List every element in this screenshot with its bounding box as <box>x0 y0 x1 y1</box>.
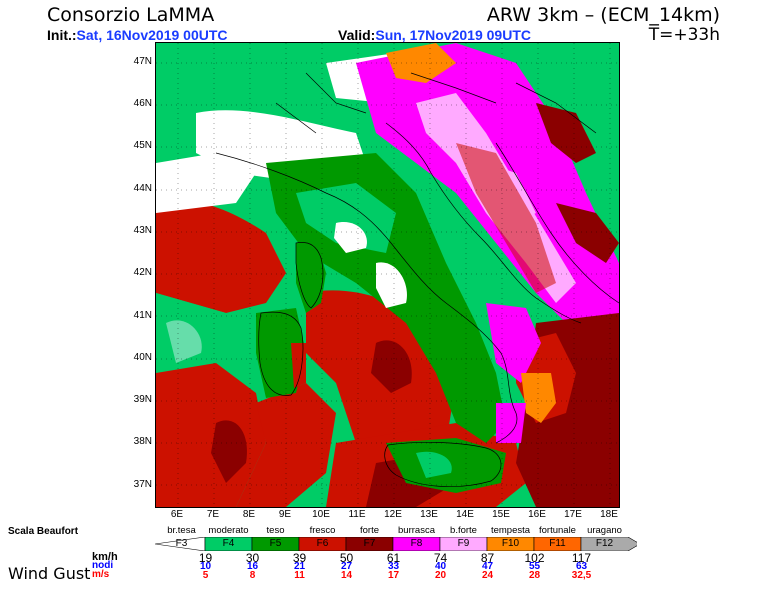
lat-label: 37N <box>133 479 152 490</box>
lat-label: 46N <box>133 98 152 109</box>
ms-value: 11 <box>294 570 305 581</box>
ms-value: 17 <box>387 570 400 581</box>
lon-label: 8E <box>242 509 256 520</box>
init-label: Init.: <box>47 27 77 43</box>
lon-label: 16E <box>528 509 546 520</box>
beaufort-forces-row: F3 F4 F5 F6 F7 F8 F9 F10 F11 F12 <box>158 537 632 551</box>
knots-value: 27 <box>340 561 353 572</box>
beaufort-colorbar <box>155 537 637 551</box>
knots-value: 16 <box>246 561 259 572</box>
lat-label: 47N <box>133 56 152 67</box>
knots-value: 10 <box>199 561 212 572</box>
lon-label: 12E <box>384 509 402 520</box>
organization-title: Consorzio LaMMA <box>47 4 215 26</box>
beaufort-name: forte <box>359 525 379 536</box>
beaufort-force: F6 <box>316 538 329 549</box>
kmh-value: 50 <box>339 551 354 565</box>
knots-value: 55 <box>528 561 541 572</box>
lon-label: 14E <box>456 509 474 520</box>
unit-nodi: nodi <box>92 560 114 571</box>
beaufort-force: F12 <box>595 538 614 549</box>
lon-label: 11E <box>348 509 366 520</box>
ms-value: 28 <box>528 570 541 581</box>
kmh-value: 30 <box>245 551 260 565</box>
ms-value: 20 <box>434 570 447 581</box>
beaufort-force: F9 <box>457 538 470 549</box>
lon-label: 17E <box>564 509 582 520</box>
knots-value: 21 <box>293 561 306 572</box>
valid-label: Valid: <box>338 27 376 43</box>
unit-ms: m/s <box>92 569 110 580</box>
lon-label: 7E <box>206 509 220 520</box>
knots-value: 47 <box>481 561 494 572</box>
beaufort-name: burrasca <box>398 525 435 536</box>
beaufort-name: b.forte <box>450 525 477 536</box>
knots-value: 40 <box>434 561 447 572</box>
ms-value: 8 <box>249 570 256 581</box>
unit-kmh: km/h <box>92 551 118 563</box>
beaufort-name: teso <box>266 525 285 536</box>
kmh-value: 19 <box>198 551 213 565</box>
beaufort-names-row: br.tesa moderato teso fresco forte burra… <box>158 525 632 537</box>
beaufort-scale-title: Scala Beaufort <box>8 526 79 537</box>
beaufort-name: uragano <box>587 525 622 536</box>
lat-label: 42N <box>133 267 152 278</box>
lat-label: 45N <box>133 140 152 151</box>
ms-value: 14 <box>340 570 353 581</box>
kmh-value: 87 <box>480 551 495 565</box>
ms-value: 5 <box>202 570 209 581</box>
beaufort-name: fortunale <box>539 525 576 536</box>
beaufort-force: F10 <box>501 538 520 549</box>
lon-label: 6E <box>170 509 184 520</box>
lon-label: 13E <box>420 509 438 520</box>
valid-time: Valid:Sun, 17Nov2019 09UTC <box>338 27 531 43</box>
beaufort-force: F11 <box>549 538 566 549</box>
lat-label: 39N <box>133 394 152 405</box>
lon-label: 18E <box>600 509 618 520</box>
knots-value: 63 <box>575 561 588 572</box>
beaufort-force: F8 <box>410 538 423 549</box>
beaufort-name: moderato <box>208 525 249 536</box>
variable-name: Wind Gust <box>8 564 91 583</box>
kmh-value: 117 <box>571 551 592 565</box>
beaufort-name: br.tesa <box>167 525 196 536</box>
threshold-values: 19 30 39 50 61 74 87 102 117 10 16 21 27… <box>182 551 652 595</box>
lon-label: 15E <box>492 509 510 520</box>
beaufort-force: F5 <box>269 538 282 549</box>
kmh-value: 102 <box>524 551 545 565</box>
knots-value: 33 <box>387 561 400 572</box>
lat-label: 44N <box>133 183 152 194</box>
init-value: Sat, 16Nov2019 00UTC <box>76 27 228 43</box>
beaufort-name: tempesta <box>490 525 531 536</box>
kmh-value: 39 <box>292 551 307 565</box>
lat-label: 43N <box>133 225 152 236</box>
wind-gust-map <box>155 42 620 508</box>
model-title: ARW 3km – (ECM_14km) <box>486 4 720 26</box>
map-canvas <box>156 43 619 507</box>
kmh-value: 61 <box>386 551 401 565</box>
forecast-lead-time: T=+33h <box>648 25 720 45</box>
ms-value: 24 <box>481 570 494 581</box>
lon-label: 10E <box>312 509 330 520</box>
beaufort-name: fresco <box>309 525 336 536</box>
lat-label: 41N <box>133 310 152 321</box>
lat-label: 40N <box>133 352 152 363</box>
init-time: Init.:Sat, 16Nov2019 00UTC <box>47 27 228 43</box>
beaufort-force: F3 <box>175 538 188 549</box>
ms-value: 32,5 <box>571 570 592 581</box>
kmh-value: 74 <box>433 551 448 565</box>
lat-label: 38N <box>133 436 152 447</box>
beaufort-color-swatch <box>580 537 637 551</box>
beaufort-force: F7 <box>363 538 376 549</box>
valid-value: Sun, 17Nov2019 09UTC <box>375 27 531 43</box>
lon-label: 9E <box>278 509 292 520</box>
beaufort-force: F4 <box>222 538 235 549</box>
